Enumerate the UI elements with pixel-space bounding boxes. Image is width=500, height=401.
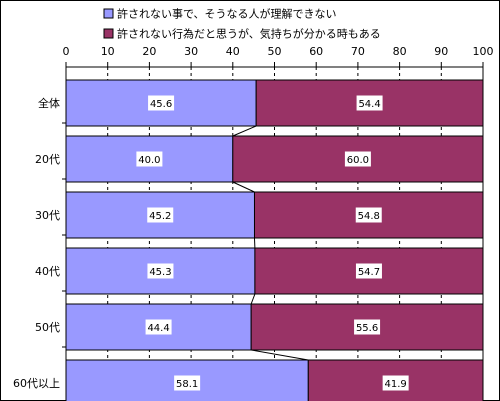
category-label: 30代 [35, 209, 60, 222]
data-label-bg [354, 319, 381, 335]
x-tick-label: 10 [101, 45, 115, 58]
data-label-bg [355, 263, 382, 279]
category-label: 40代 [35, 265, 60, 278]
series-line [232, 125, 257, 137]
data-label-bg [145, 319, 172, 335]
data-label-series-2: 41.9 [385, 379, 407, 390]
data-label-series-1: 45.6 [150, 99, 172, 110]
x-tick-label: 80 [393, 45, 407, 58]
data-label-bg [147, 207, 174, 223]
legend-label-series-1: 許されない事で、そうなる人が理解できない [117, 7, 337, 21]
legend-swatch-series-2 [103, 28, 114, 39]
data-label-series-1: 44.4 [147, 323, 169, 334]
data-label-bg [355, 207, 382, 223]
legend: 許されない事で、そうなる人が理解できない 許されない行為だと思うが、気持ちが分か… [103, 7, 381, 41]
x-tick-label: 100 [473, 45, 494, 58]
data-label-series-2: 54.4 [358, 99, 380, 110]
x-tick-label: 50 [268, 45, 282, 58]
category-labels: 全体 20代 30代 40代 50代 60代以上 [13, 96, 66, 390]
data-label-bg [148, 95, 175, 111]
data-label-series-2: 54.8 [358, 211, 380, 222]
legend-swatch-series-1 [103, 8, 114, 19]
series-line [251, 349, 309, 361]
bars: 45.6 54.4 40.0 60.0 45.2 54.8 45.3 54.7 44.4 55.6… [65, 79, 484, 401]
data-label-bg [174, 375, 201, 391]
category-label: 50代 [35, 321, 60, 334]
series-lines [232, 125, 309, 361]
x-tick-label: 90 [434, 45, 448, 58]
data-label-series-2: 60.0 [347, 155, 369, 166]
data-label-bg [344, 151, 371, 167]
data-label-series-2: 55.6 [356, 323, 378, 334]
category-label: 全体 [38, 96, 60, 110]
data-label-bg [147, 263, 174, 279]
data-label-bg [136, 151, 163, 167]
x-tick-label: 70 [351, 45, 365, 58]
category-label: 60代以上 [13, 377, 60, 390]
series-line [232, 181, 255, 193]
x-tick-label: 20 [142, 45, 156, 58]
x-axis-ticks: 0 10 20 30 40 50 60 70 80 90 100 [63, 45, 494, 67]
category-label: 20代 [35, 153, 60, 166]
x-tick-label: 40 [226, 45, 240, 58]
data-label-series-1: 40.0 [138, 155, 160, 166]
x-tick-label: 0 [63, 45, 70, 58]
data-label-bg [382, 375, 409, 391]
data-label-series-1: 45.2 [149, 211, 171, 222]
data-label-series-2: 54.7 [358, 267, 380, 278]
legend-label-series-2: 許されない行為だと思うが、気持ちが分かる時もある [117, 27, 381, 41]
data-label-bg [356, 95, 383, 111]
series-line [250, 293, 256, 305]
x-tick-label: 60 [309, 45, 323, 58]
data-label-series-1: 45.3 [149, 267, 171, 278]
data-label-series-1: 58.1 [176, 379, 198, 390]
x-tick-label: 30 [184, 45, 198, 58]
